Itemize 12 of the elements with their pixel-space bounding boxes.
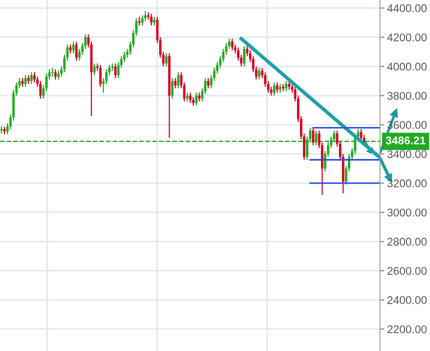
y-tick-label: 3800.00 bbox=[387, 92, 427, 100]
y-tick-label: 4400.00 bbox=[387, 4, 427, 12]
y-tick-label: 3000.00 bbox=[387, 208, 427, 216]
y-tick-label: 2600.00 bbox=[388, 266, 427, 275]
y-tick-label: 3200.00 bbox=[387, 179, 427, 188]
ref-line-label: 3486.21 bbox=[386, 136, 426, 144]
y-tick-label: 4200.00 bbox=[387, 33, 427, 42]
y-tick-label: 2200.00 bbox=[388, 325, 427, 334]
y-tick-label: 2800.00 bbox=[388, 238, 427, 246]
y-tick-label: 4000.00 bbox=[387, 62, 427, 71]
y-tick-label: 2400.00 bbox=[388, 296, 427, 304]
y-tick-label: 3400.00 bbox=[387, 150, 427, 158]
